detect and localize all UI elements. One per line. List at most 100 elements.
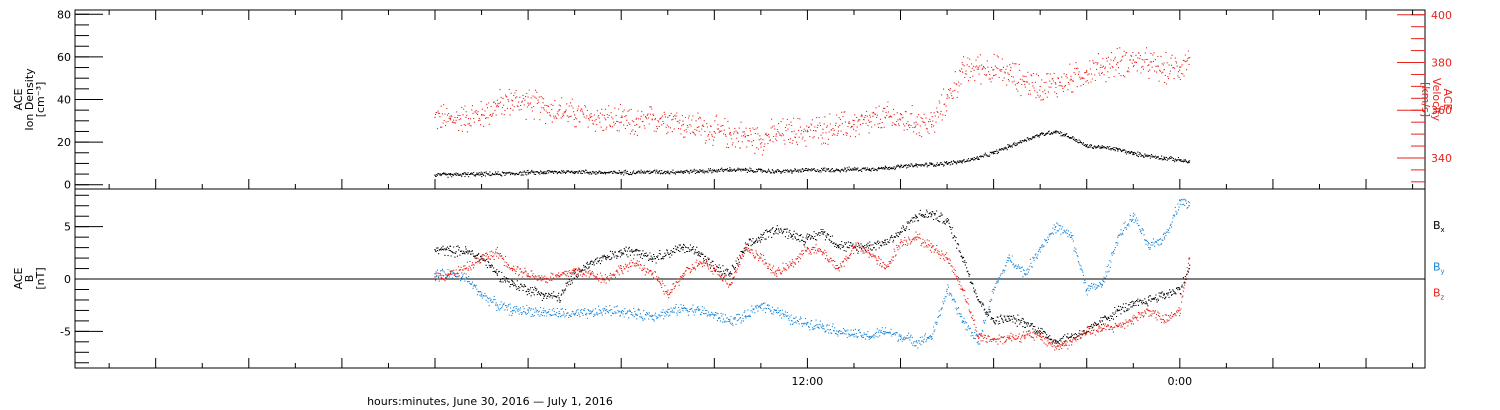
density-series-point xyxy=(620,171,622,174)
bz-series-point xyxy=(837,267,840,270)
by-series-point xyxy=(698,309,700,312)
by-series-point xyxy=(480,294,483,296)
x-axis: 12:00 0:00 xyxy=(108,10,1414,388)
velocity-series-point xyxy=(449,119,452,121)
bz-series-point xyxy=(930,246,933,249)
bx-series-point xyxy=(729,273,731,275)
bz-series-point xyxy=(605,278,607,280)
by-series-point xyxy=(822,325,824,327)
by-series-point xyxy=(775,309,778,312)
bz-series-point xyxy=(1070,341,1072,343)
x-tick-label: 0:00 xyxy=(1167,375,1192,388)
density-tick-label: 40 xyxy=(57,94,71,107)
bx-series-point xyxy=(496,273,498,275)
velocity-series-point xyxy=(1055,83,1057,85)
velocity-series-point xyxy=(775,133,778,135)
bz-series-point xyxy=(1039,335,1041,338)
bz-series-point xyxy=(496,252,498,254)
velocity-series-point xyxy=(1163,69,1166,71)
bx-series-point xyxy=(992,320,995,322)
velocity-series-point xyxy=(915,121,917,123)
by-series-point xyxy=(884,330,886,333)
density-series-point xyxy=(961,160,964,162)
bz-series-point xyxy=(636,262,638,264)
by-series xyxy=(434,198,1191,349)
velocity-series-point xyxy=(822,128,824,130)
bz-series-point xyxy=(775,273,778,275)
density-series-point xyxy=(1101,146,1103,149)
density-tick-label: 60 xyxy=(57,51,71,64)
bz-series-point xyxy=(542,278,545,280)
velocity-series-point xyxy=(729,133,731,135)
bz-series-point xyxy=(899,241,902,244)
by-series-point xyxy=(1023,273,1026,275)
by-series-point xyxy=(1188,205,1190,207)
velocity-series xyxy=(434,47,1191,156)
velocity-series-point xyxy=(667,116,669,119)
by-series-point xyxy=(729,320,731,322)
bx-series-point xyxy=(1188,267,1190,270)
density-series-point xyxy=(744,169,746,171)
top-left-y-axis: 0 20 40 60 80 xyxy=(57,8,103,192)
bz-series-point xyxy=(667,294,669,296)
velocity-series-point xyxy=(868,121,871,123)
top-panel-density-velocity: 0 20 40 60 80 340 360 380 400 ACEIon Density[cm… xyxy=(12,8,1454,191)
legend-entry-x: Bx xyxy=(1433,219,1445,234)
by-series-point xyxy=(1039,246,1041,249)
density-series-point xyxy=(760,170,762,172)
bx-series-point xyxy=(915,215,917,217)
velocity-series-point xyxy=(465,116,467,119)
bz-series-point xyxy=(682,273,684,275)
density-series-point xyxy=(1039,134,1041,136)
velocity-series-point xyxy=(1086,71,1088,73)
by-series-point xyxy=(496,304,498,306)
density-series-point xyxy=(1117,148,1119,151)
bz-series-dots xyxy=(435,231,1191,351)
velocity-series-point xyxy=(1023,80,1026,83)
density-series xyxy=(434,130,1191,178)
velocity-series-point xyxy=(574,114,576,116)
bz-series-point xyxy=(1188,257,1190,259)
density-series-point xyxy=(884,167,886,169)
by-series-point xyxy=(946,288,948,291)
density-series-point xyxy=(449,174,452,176)
velocity-series-point xyxy=(434,116,436,119)
x-tick-label: 12:00 xyxy=(792,375,824,388)
bx-series-point xyxy=(946,220,948,223)
bx-series-point xyxy=(1008,318,1010,320)
density-tick-label: 0 xyxy=(64,179,71,192)
velocity-series-point xyxy=(992,69,995,71)
velocity-series-point xyxy=(791,131,793,133)
density-series-point xyxy=(930,163,933,166)
by-series-point xyxy=(1070,236,1072,238)
bz-series-point xyxy=(527,273,529,275)
velocity-tick-label: 380 xyxy=(1431,57,1452,70)
density-series-point xyxy=(465,173,467,176)
density-series-point xyxy=(574,171,576,173)
bz-series-point xyxy=(884,267,886,270)
velocity-series-point xyxy=(961,71,964,73)
density-series-point xyxy=(1086,145,1088,148)
density-series-dots xyxy=(435,130,1191,178)
density-series-point xyxy=(791,170,793,172)
density-tick-label: 20 xyxy=(57,136,71,149)
bz-series-point xyxy=(744,246,746,249)
density-series-point xyxy=(713,170,715,172)
density-series-point xyxy=(527,172,529,174)
bx-series-point xyxy=(527,288,529,291)
velocity-series-point xyxy=(760,138,762,140)
bx-series-point xyxy=(682,246,684,249)
velocity-series-point xyxy=(698,126,700,128)
bz-series-point xyxy=(822,252,824,254)
velocity-series-point xyxy=(1179,66,1181,69)
density-series-point xyxy=(434,174,436,176)
velocity-series-point xyxy=(636,123,638,126)
velocity-series-dots xyxy=(435,47,1191,156)
bz-series-point xyxy=(1086,330,1088,333)
velocity-series-point xyxy=(1070,78,1072,80)
velocity-series-point xyxy=(605,119,607,121)
by-series-point xyxy=(527,309,529,312)
density-series-point xyxy=(682,171,684,173)
by-series-point xyxy=(511,309,514,312)
top-right-axis-label: ACEVelocity[km/s] xyxy=(1419,78,1454,122)
